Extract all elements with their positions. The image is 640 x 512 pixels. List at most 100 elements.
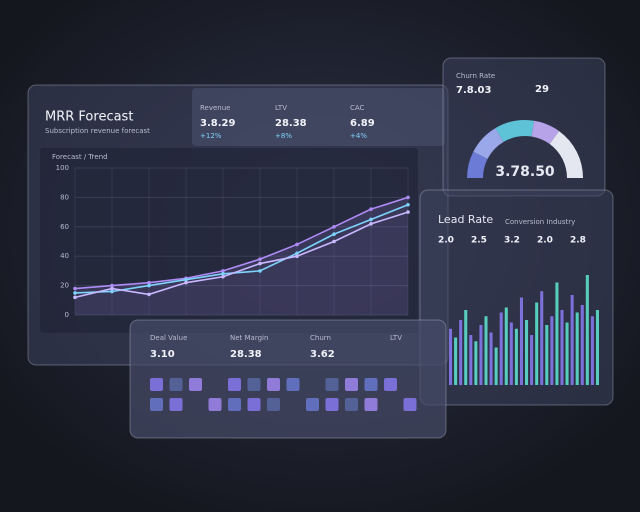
bar [519, 297, 523, 385]
panel-subtitle: Conversion Industry [505, 218, 575, 226]
kpi-side: 29 [535, 84, 549, 95]
kpi-value: 28.38 [275, 118, 307, 129]
point [332, 232, 336, 236]
tile [150, 378, 163, 391]
tile [228, 378, 241, 391]
tile [267, 378, 280, 391]
bar-panel: Lead Rate Conversion Industry 2.0 2.5 3.2 2… [419, 189, 614, 406]
stat-value: 2.5 [471, 236, 487, 246]
kpi-label: Churn [310, 334, 331, 342]
gauge-segment [467, 151, 488, 179]
bar [464, 310, 468, 385]
point [258, 261, 262, 266]
point [147, 283, 151, 288]
tile [345, 398, 358, 411]
panel-subtitle: Subscription revenue forecast [45, 127, 150, 135]
kpi-note: +8% [275, 132, 292, 140]
point [147, 280, 151, 285]
bar [469, 335, 473, 385]
bar [560, 310, 564, 385]
tile [208, 398, 222, 411]
bar [489, 332, 493, 385]
line [74, 211, 409, 299]
tile [150, 398, 163, 411]
point [406, 210, 410, 214]
kpi-value: 6.89 [350, 118, 375, 129]
bar [494, 347, 498, 385]
panel-frame [419, 189, 614, 406]
gauge-segment [531, 120, 560, 145]
tile [403, 398, 417, 411]
bar [484, 316, 488, 385]
bar [570, 295, 574, 385]
point [369, 207, 373, 211]
tile [306, 398, 319, 411]
tile [169, 378, 183, 391]
kpi-value: 3.10 [150, 349, 175, 360]
point [184, 277, 188, 282]
kpi-value: 7.8.03 [456, 85, 491, 96]
point [221, 269, 225, 273]
line [74, 204, 409, 294]
point [73, 291, 77, 295]
bar [479, 325, 483, 385]
kpi-value: 3.8.29 [200, 118, 235, 129]
bar [454, 337, 458, 385]
gauge-panel: Churn Rate 7.8.03 29 3.78.50 [442, 57, 606, 197]
bar [545, 325, 549, 385]
bar [550, 316, 554, 385]
point [221, 274, 225, 279]
point [332, 225, 336, 229]
stat-value: 3.2 [504, 236, 520, 246]
area [75, 197, 408, 315]
bottom-panel: Deal Value 3.10 Net Margin 28.38 Churn 3.62 LT… [129, 319, 447, 439]
gauge-value: 3.78.50 [495, 164, 555, 180]
point [110, 283, 114, 288]
bar [525, 320, 529, 385]
gauge-segment [549, 131, 583, 179]
kpi-label: Net Margin [230, 334, 268, 342]
tile [169, 398, 183, 411]
chart-label: Forecast / Trend [52, 153, 108, 161]
point [73, 295, 77, 300]
point [258, 257, 262, 261]
kpi-value: 3.62 [310, 349, 335, 360]
point [369, 217, 373, 222]
chart-area [40, 148, 418, 333]
kpi-note: +12% [200, 132, 222, 140]
bar [459, 320, 463, 385]
kpi-label: Deal Value [150, 334, 187, 342]
y-tick-label: 20 [60, 282, 69, 290]
bar [555, 282, 559, 385]
tile [189, 378, 202, 391]
kpi-value: 28.38 [230, 349, 262, 360]
tile [247, 398, 261, 411]
tile [228, 398, 241, 411]
y-tick-label: 0 [65, 311, 69, 319]
point [110, 286, 114, 291]
stat-value: 2.8 [570, 236, 586, 246]
point [332, 239, 336, 244]
bar [514, 328, 518, 385]
kpi-label: LTV [390, 334, 402, 342]
bar [504, 307, 508, 385]
panel-title: Churn Rate [456, 72, 495, 80]
point [110, 289, 114, 294]
kpi-note: +4% [350, 132, 367, 140]
y-tick-label: 60 [60, 223, 69, 231]
point [295, 254, 299, 258]
point [73, 286, 77, 291]
gauge-segment [473, 128, 504, 160]
bar [585, 275, 589, 385]
point [147, 292, 151, 297]
bar [595, 310, 599, 385]
panel-title: Lead Rate [438, 213, 493, 226]
bar [590, 316, 594, 385]
point [369, 222, 373, 226]
tile [345, 378, 358, 391]
y-tick-label: 100 [56, 164, 69, 172]
kpi-label: Revenue [200, 104, 231, 112]
point [258, 269, 262, 273]
